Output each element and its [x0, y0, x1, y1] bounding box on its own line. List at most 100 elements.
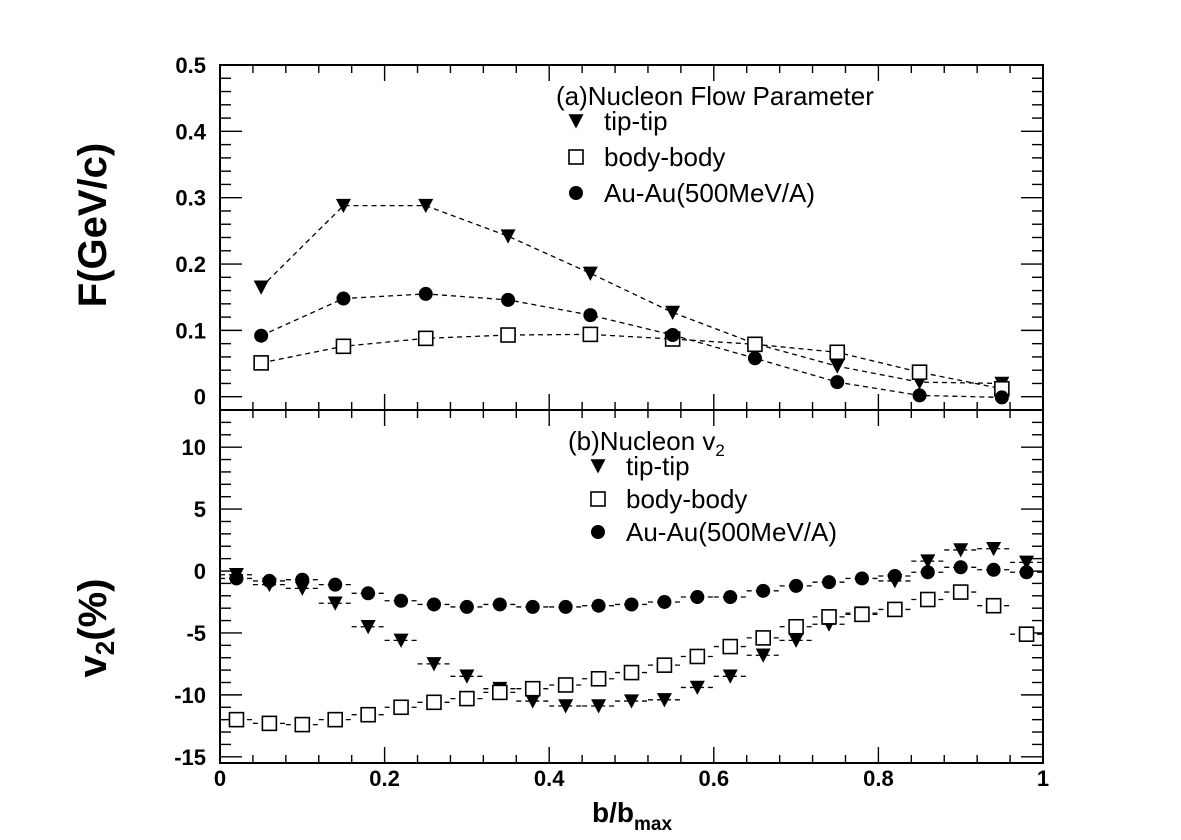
- panel-b-data-point: [426, 657, 442, 672]
- panel-b-data-point: [1019, 555, 1035, 570]
- panel-b-data-point: [722, 669, 738, 684]
- panel-b-data-point: [360, 620, 376, 635]
- panel-b-data-point: [229, 571, 244, 586]
- x-tick-label: 1: [1037, 766, 1049, 791]
- panel-b-data-point: [558, 599, 573, 614]
- panel-b-data-point: [228, 711, 245, 728]
- panel-b-data-point: [919, 591, 936, 608]
- panel-b-data-point: [788, 633, 804, 648]
- panel-a-data-point: [994, 390, 1009, 405]
- panel-a-data-point: [912, 388, 927, 403]
- panel-b-data-point: [624, 597, 639, 612]
- panel-a-legend-marker: [569, 186, 583, 200]
- panel-b-data-point: [755, 648, 771, 663]
- panel-b-data-point: [623, 664, 640, 681]
- panel-b-data-point: [822, 575, 837, 590]
- panel-b-legend-entry: body-body: [626, 484, 747, 514]
- panel-a-series: [253, 198, 1010, 405]
- panel-b-data-point: [722, 638, 739, 655]
- panel-a-data-point: [747, 351, 762, 366]
- panel-b-legend: (b)Nucleon v2 tip-tipbody-bodyAu-Au(500M…: [568, 426, 837, 547]
- panel-a-data-point: [418, 198, 434, 214]
- panel-a-data-point: [253, 280, 269, 295]
- x-axis-title-sub: max: [634, 814, 672, 835]
- panel-a-data-point: [501, 292, 516, 307]
- panel-a-legend-entry: Au-Au(500MeV/A): [604, 178, 815, 208]
- panel-b-data-point: [492, 597, 507, 612]
- panel-b-data-point: [624, 694, 639, 709]
- panel-b-frame: [219, 409, 1044, 764]
- panel-b-legend-header-sub: 2: [715, 441, 724, 460]
- panel-b-data-point: [492, 684, 508, 701]
- panel-a-series-line: [261, 333, 1002, 390]
- panel-a-data-point: [829, 359, 845, 374]
- panel-b-data-point: [295, 572, 310, 587]
- panel-a-data-point: [418, 286, 433, 301]
- x-tick-label: 0.2: [369, 766, 400, 791]
- panel-b-data-point: [986, 541, 1002, 557]
- panel-b-y-axis-title-sub: 2: [90, 641, 120, 655]
- panel-b-data-point: [557, 677, 574, 693]
- panel-a-series-0: [253, 198, 1010, 391]
- panel-b-data-point: [394, 593, 409, 608]
- panel-b-y-tick-label: 5: [194, 497, 206, 522]
- panel-b-data-point: [985, 597, 1002, 614]
- panel-b-data-point: [756, 583, 771, 598]
- panel-a-y-tick-label: 0.1: [175, 318, 206, 343]
- panel-b-series-2: [220, 560, 1043, 614]
- panel-b-series-1: [220, 584, 1043, 733]
- x-tick-label: 0.4: [534, 766, 565, 791]
- panel-b-data-point: [393, 699, 409, 716]
- panel-b-data-point: [656, 693, 672, 708]
- panel-a-legend-marker: [568, 149, 584, 165]
- panel-a-y-tick-label: 0: [194, 385, 206, 410]
- panel-a-data-point: [582, 326, 599, 343]
- panel-b-series-0: [220, 541, 1043, 714]
- panel-a-legend: (a)Nucleon Flow Parameter tip-tip body-bo…: [556, 81, 874, 208]
- panel-a-data-point: [336, 291, 351, 306]
- x-tick-label: 0.6: [699, 766, 730, 791]
- panel-b-data-point: [393, 633, 409, 648]
- panel-b-data-point: [953, 543, 969, 558]
- panel-a-data-point: [582, 266, 598, 281]
- panel-a-data-point: [911, 364, 928, 380]
- panel-b-data-point: [262, 573, 277, 588]
- panel-b-data-point: [525, 599, 540, 614]
- panel-a-series-1: [253, 326, 1010, 397]
- panel-b-data-point: [887, 568, 902, 583]
- panel-b-data-point: [656, 657, 673, 673]
- panel-b-data-point: [591, 699, 607, 714]
- panel-b-data-point: [459, 690, 475, 707]
- panel-b-data-point: [1018, 626, 1035, 642]
- panel-b-y-tick-label: 0: [194, 559, 206, 584]
- panel-b-data-point: [459, 669, 475, 684]
- panel-a-ticks: 0 0.1 0.2 0.3 0.4 0.5: [175, 53, 1044, 411]
- panel-b-data-point: [723, 590, 738, 605]
- panel-a-data-point: [417, 330, 434, 347]
- panel-b-legend-entry: Au-Au(500MeV/A): [626, 517, 837, 547]
- panel-b-ticks: -15 -10 -5 0 5 10 0 0.2 0.4 0.6 0.8 1: [174, 409, 1049, 791]
- panel-a-y-tick-label: 0.2: [175, 252, 206, 277]
- panel-b-y-axis-title: v2(%): [71, 579, 120, 678]
- panel-b-legend-header: (b)Nucleon v2: [568, 426, 725, 460]
- panel-a-series-line: [260, 205, 1002, 385]
- panel-b-legend-marker: [590, 491, 606, 507]
- panel-b-y-axis-title-main: v: [71, 654, 115, 677]
- panel-a-series-line: [260, 293, 1002, 399]
- panel-b-data-point: [261, 715, 278, 732]
- panel-b-data-point: [920, 554, 936, 569]
- panel-b-data-point: [590, 670, 607, 687]
- panel-b-data-point: [690, 590, 705, 605]
- panel-b-y-tick-label: -5: [186, 621, 206, 646]
- panel-b-data-point: [755, 630, 771, 646]
- panel-b-data-point: [788, 618, 804, 635]
- panel-a-data-point: [665, 328, 680, 343]
- panel-a-data-point: [253, 355, 269, 371]
- panel-b-data-point: [821, 609, 837, 625]
- panel-b-data-point: [1019, 565, 1034, 580]
- x-axis-title-main: b/b: [592, 797, 634, 828]
- panel-b-data-point: [953, 560, 968, 575]
- panel-b-y-tick-label: -15: [174, 745, 206, 770]
- panel-a-data-point: [747, 336, 763, 353]
